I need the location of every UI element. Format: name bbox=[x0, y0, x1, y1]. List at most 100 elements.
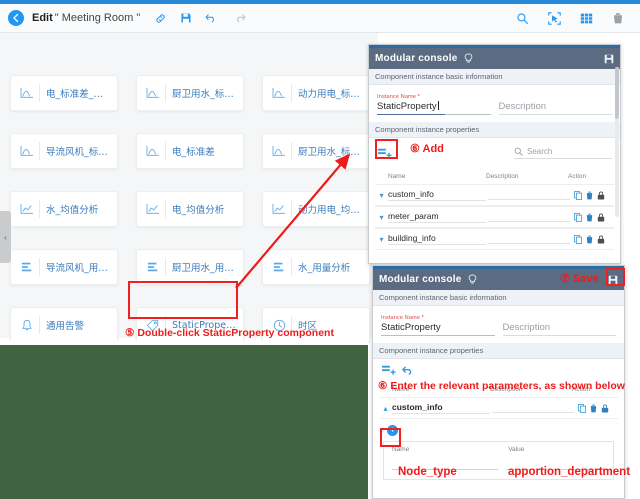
modular-console-panel-2: Modular console Component instance basic… bbox=[372, 265, 625, 499]
param-name-input[interactable] bbox=[392, 467, 499, 470]
chevron-down-icon[interactable]: ▾ bbox=[379, 212, 384, 222]
table-row[interactable]: ▾ custom_info bbox=[375, 184, 614, 206]
select-area-icon[interactable] bbox=[548, 11, 561, 25]
lock-icon[interactable] bbox=[597, 235, 605, 244]
component-card[interactable]: 通用告警 bbox=[10, 307, 118, 343]
row-description[interactable] bbox=[488, 190, 570, 200]
delete-icon[interactable] bbox=[586, 213, 593, 222]
chart-line-icon bbox=[269, 203, 289, 215]
copy-icon[interactable] bbox=[574, 212, 582, 222]
console-scrollbar-1[interactable] bbox=[615, 67, 619, 217]
scrollbar-thumb[interactable] bbox=[615, 67, 619, 119]
console-accent-bar bbox=[369, 45, 620, 48]
basic-info-form-2: Instance Name * StaticProperty . Descrip… bbox=[373, 306, 624, 343]
instance-name-field-1[interactable]: Instance Name * StaticProperty bbox=[377, 94, 491, 115]
chart-normal-icon bbox=[17, 87, 37, 99]
chevron-down-icon[interactable]: ▾ bbox=[379, 234, 384, 244]
component-card[interactable]: 电_标准差_周末 bbox=[10, 75, 118, 111]
chevron-up-icon[interactable]: ▴ bbox=[383, 403, 388, 413]
bulb-icon[interactable] bbox=[464, 53, 473, 64]
component-card[interactable]: 电_均值分析 bbox=[136, 191, 244, 227]
component-card[interactable]: 厨卫用水_标准... bbox=[136, 75, 244, 111]
undo-icon[interactable] bbox=[205, 12, 219, 24]
component-card[interactable]: 水_均值分析 bbox=[10, 191, 118, 227]
copy-icon[interactable] bbox=[574, 190, 582, 200]
save-icon[interactable] bbox=[604, 54, 614, 64]
col-description: Description bbox=[486, 172, 519, 180]
copy-icon[interactable] bbox=[574, 234, 582, 244]
table-row[interactable]: ▴ custom_info bbox=[379, 397, 618, 419]
lock-icon[interactable] bbox=[597, 213, 605, 222]
search-input[interactable]: Search bbox=[527, 147, 553, 156]
col-value: Value bbox=[508, 446, 525, 453]
link-icon[interactable] bbox=[154, 12, 167, 25]
component-card[interactable]: 水_用量分析 bbox=[262, 249, 370, 285]
undo-icon[interactable] bbox=[402, 365, 415, 376]
delete-icon[interactable] bbox=[586, 191, 593, 200]
bulb-icon[interactable] bbox=[468, 274, 477, 285]
component-card[interactable]: 厨卫用水_标准差 bbox=[262, 133, 370, 169]
chart-normal-icon bbox=[17, 145, 37, 157]
add-parameter-icon[interactable]: + bbox=[387, 424, 398, 436]
panel-collapse-handle[interactable]: ‹ bbox=[0, 211, 11, 263]
row-name[interactable]: meter_param bbox=[388, 211, 486, 223]
component-card[interactable]: 动力用电_标准... bbox=[262, 75, 370, 111]
subtable-header: Name Value bbox=[384, 442, 613, 457]
description-field-1[interactable]: . Description bbox=[498, 94, 612, 115]
table-header: Name Description Action bbox=[379, 381, 618, 397]
annotation-step5: ⑤ Double-click StaticProperty component bbox=[125, 327, 334, 339]
card-label: 通用告警 bbox=[46, 321, 85, 332]
redo-icon[interactable] bbox=[232, 12, 246, 24]
instance-name-input[interactable]: StaticProperty bbox=[381, 322, 495, 336]
instance-name-field-2[interactable]: Instance Name * StaticProperty bbox=[381, 315, 495, 336]
component-card[interactable]: 导流风机_用量... bbox=[10, 249, 118, 285]
param-value-input[interactable] bbox=[506, 467, 605, 470]
canvas-divider bbox=[0, 341, 368, 345]
search-icon[interactable] bbox=[516, 12, 529, 25]
row-description[interactable] bbox=[488, 212, 570, 222]
grid-icon[interactable] bbox=[580, 12, 593, 25]
description-input[interactable]: Description bbox=[498, 101, 612, 115]
chevron-down-icon[interactable]: ▾ bbox=[379, 190, 384, 200]
component-card[interactable]: 导流风机_标准差 bbox=[10, 133, 118, 169]
instance-name-input[interactable]: StaticProperty bbox=[377, 101, 491, 115]
table-row[interactable]: ▾ building_info bbox=[375, 228, 614, 250]
description-field-2[interactable]: . Description bbox=[502, 315, 616, 336]
row-name[interactable]: custom_info bbox=[388, 189, 486, 201]
delete-icon[interactable] bbox=[590, 404, 597, 413]
card-label: 厨卫用水_标准差 bbox=[298, 147, 363, 158]
card-label: 导流风机_标准差 bbox=[46, 147, 111, 158]
row-description[interactable] bbox=[488, 234, 570, 244]
add-row-icon[interactable] bbox=[381, 364, 396, 377]
section-props-2: Component instance properties bbox=[373, 343, 624, 359]
instance-name-label: Instance Name * bbox=[377, 94, 420, 100]
component-card[interactable]: 动力用电_均值... bbox=[262, 191, 370, 227]
row-name[interactable]: building_info bbox=[388, 233, 486, 245]
save-icon[interactable] bbox=[180, 12, 192, 24]
trash-icon[interactable] bbox=[612, 12, 624, 25]
row-name[interactable]: custom_info bbox=[392, 402, 490, 414]
annotation-step7-save: ⑦ Save bbox=[560, 273, 599, 285]
lock-icon[interactable] bbox=[597, 191, 605, 200]
card-label: 导流风机_用量... bbox=[46, 263, 111, 274]
row-actions bbox=[574, 234, 614, 244]
search-box-1[interactable]: Search bbox=[514, 147, 612, 159]
description-input[interactable]: Description bbox=[502, 322, 616, 336]
tag-icon bbox=[143, 319, 163, 332]
back-arrow-icon[interactable] bbox=[8, 10, 24, 26]
copy-icon[interactable] bbox=[578, 403, 586, 413]
card-label: 电_标准差 bbox=[172, 147, 215, 158]
parameter-subtable: Name Value bbox=[383, 441, 614, 480]
bar-stack-icon bbox=[143, 261, 163, 273]
add-row-icon[interactable] bbox=[377, 147, 392, 160]
row-description[interactable] bbox=[492, 403, 574, 413]
table-row[interactable]: ▾ meter_param bbox=[375, 206, 614, 228]
component-card[interactable]: 电_标准差 bbox=[136, 133, 244, 169]
section-props-1: Component instance properties bbox=[369, 122, 620, 138]
save-icon[interactable] bbox=[608, 275, 618, 285]
subtable-row[interactable] bbox=[384, 457, 613, 479]
col-name: Name bbox=[392, 446, 410, 453]
component-card[interactable]: 厨卫用水_用量... bbox=[136, 249, 244, 285]
lock-icon[interactable] bbox=[601, 404, 609, 413]
delete-icon[interactable] bbox=[586, 235, 593, 244]
